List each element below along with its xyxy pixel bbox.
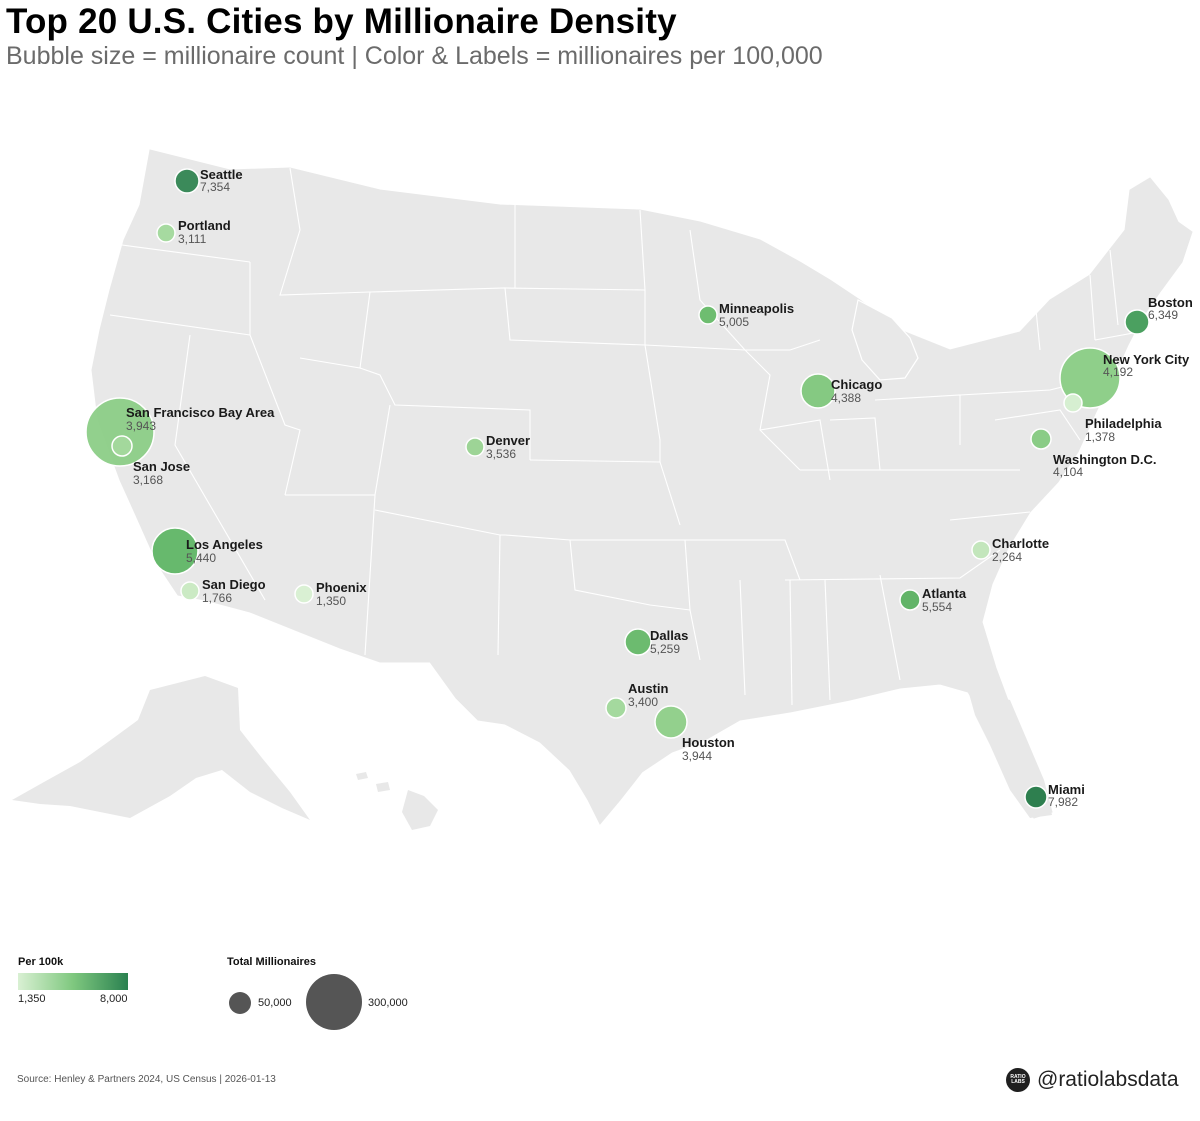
bubble-new-york-city[interactable] [1059,347,1121,409]
label-atlanta: Atlanta [922,586,967,601]
value-dallas: 5,259 [650,642,680,656]
value-san-jose: 3,168 [133,473,163,487]
label-austin: Austin [628,681,669,696]
label-new-york-city: New York City [1103,352,1190,367]
value-atlanta: 5,554 [922,600,952,614]
bubble-portland[interactable] [156,223,176,243]
label-los-angeles: Los Angeles [186,537,263,552]
value-houston: 3,944 [682,749,712,763]
bubble-charlotte[interactable] [971,540,991,560]
value-los-angeles: 5,440 [186,551,216,565]
label-charlotte: Charlotte [992,536,1049,551]
value-miami: 7,982 [1048,795,1078,809]
value-austin: 3,400 [628,695,658,709]
hawaii-islets [356,772,390,792]
value-philadelphia: 1,378 [1085,430,1115,444]
value-washington-dc: 4,104 [1053,465,1083,479]
bubble-phoenix[interactable] [294,584,314,604]
bubble-houston[interactable] [654,705,688,739]
size-legend-large-label: 300,000 [368,997,408,1009]
brand[interactable]: RATIO LABS @ratiolabsdata [1006,1066,1179,1094]
label-philadelphia: Philadelphia [1085,416,1162,431]
bubble-atlanta[interactable] [899,589,921,611]
hawaii [402,790,438,830]
bubble-san-diego[interactable] [180,581,200,601]
color-legend-max: 8,000 [100,993,128,1005]
value-charlotte: 2,264 [992,550,1022,564]
bubble-chicago[interactable] [800,373,836,409]
bubble-los-angeles[interactable] [151,527,199,575]
value-portland: 3,111 [178,232,207,246]
color-legend-title: Per 100k [18,956,64,968]
label-miami: Miami [1048,782,1085,797]
label-boston: Boston [1148,295,1193,310]
value-chicago: 4,388 [831,391,861,405]
color-legend-min: 1,350 [18,993,46,1005]
bubble-denver[interactable] [465,437,485,457]
bubble-minneapolis[interactable] [698,305,718,325]
label-phoenix: Phoenix [316,580,367,595]
label-houston: Houston [682,735,735,750]
alaska [12,676,310,820]
label-denver: Denver [486,433,530,448]
label-san-francisco-bay-area: San Francisco Bay Area [126,405,275,420]
value-phoenix: 1,350 [316,594,346,608]
value-minneapolis: 5,005 [719,315,749,329]
florida [968,690,1052,818]
label-portland: Portland [178,218,231,233]
size-legend-title: Total Millionaires [227,956,317,968]
city-bubbles [85,168,1150,809]
value-san-diego: 1,766 [202,591,232,605]
bubble-san-jose[interactable] [111,435,133,457]
bubble-san-francisco-bay-area[interactable] [85,397,155,467]
page-subtitle: Bubble size = millionaire count | Color … [6,42,823,70]
page-title: Top 20 U.S. Cities by Millionaire Densit… [6,2,677,41]
value-seattle: 7,354 [200,180,230,194]
bubble-seattle[interactable] [174,168,200,194]
bubble-boston[interactable] [1124,309,1150,335]
value-san-francisco-bay-area: 3,943 [126,419,156,433]
color-legend-bar [18,973,128,990]
value-boston: 6,349 [1148,308,1178,322]
bubble-miami[interactable] [1024,785,1048,809]
us-land [91,149,1193,825]
value-denver: 3,536 [486,447,516,461]
bubble-washington-dc[interactable] [1030,428,1052,450]
label-washington-dc: Washington D.C. [1053,452,1157,467]
bubble-dallas[interactable] [624,628,652,656]
brand-handle[interactable]: @ratiolabsdata [1037,1068,1179,1091]
bubble-philadelphia[interactable] [1063,393,1083,413]
size-legend-small-label: 50,000 [258,997,292,1009]
size-legend-small-bubble [229,992,251,1014]
michigan [851,299,919,381]
label-seattle: Seattle [200,167,243,182]
label-minneapolis: Minneapolis [719,301,794,316]
label-san-jose: San Jose [133,459,190,474]
label-san-diego: San Diego [202,577,266,592]
value-new-york-city: 4,192 [1103,365,1133,379]
ratio-labs-logo: RATIO LABS [1006,1068,1030,1092]
city-labels: Seattle 7,354 Portland 3,111 San Francis… [126,167,1193,809]
bubble-austin[interactable] [605,697,627,719]
state-borders [109,167,1151,706]
label-chicago: Chicago [831,377,882,392]
label-dallas: Dallas [650,628,688,643]
source-note: Source: Henley & Partners 2024, US Censu… [17,1074,276,1085]
size-legend-large-bubble [306,974,362,1030]
